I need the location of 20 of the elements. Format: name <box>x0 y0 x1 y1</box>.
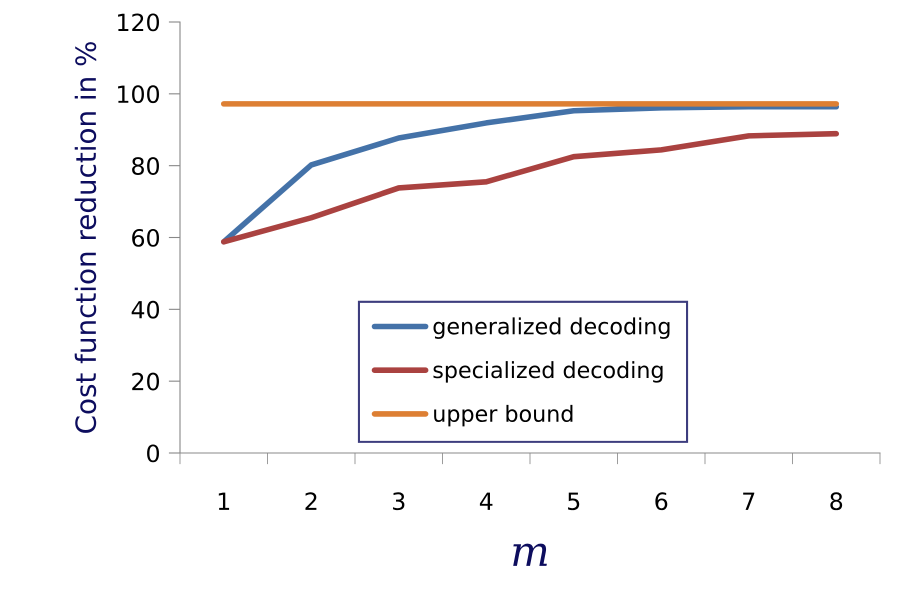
y-tick-label: 0 <box>147 444 159 462</box>
x-tick-label: 6 <box>655 492 668 510</box>
x-tick-label: 2 <box>305 492 316 510</box>
y-tick-label: 20 <box>132 372 159 390</box>
legend-label: upper bound <box>434 404 572 426</box>
legend-label: specialized decoding <box>433 361 663 383</box>
x-tick-label: 5 <box>568 492 580 510</box>
x-axis-title: m <box>513 544 547 566</box>
y-axis-title: Cost function reduction in % <box>74 42 96 433</box>
y-tick-label: 80 <box>132 157 159 175</box>
x-tick-label: 7 <box>743 492 754 510</box>
y-tick-label: 40 <box>132 300 159 319</box>
y-tick-label: 120 <box>118 13 159 32</box>
x-tick-label: 3 <box>393 492 404 510</box>
x-tick-label: 8 <box>830 492 842 510</box>
y-tick-label: 100 <box>118 85 159 104</box>
y-tick-label: 60 <box>132 228 159 247</box>
x-tick-label: 4 <box>480 492 492 510</box>
legend-label: generalized decoding <box>434 317 670 339</box>
x-tick-label: 1 <box>218 492 230 510</box>
